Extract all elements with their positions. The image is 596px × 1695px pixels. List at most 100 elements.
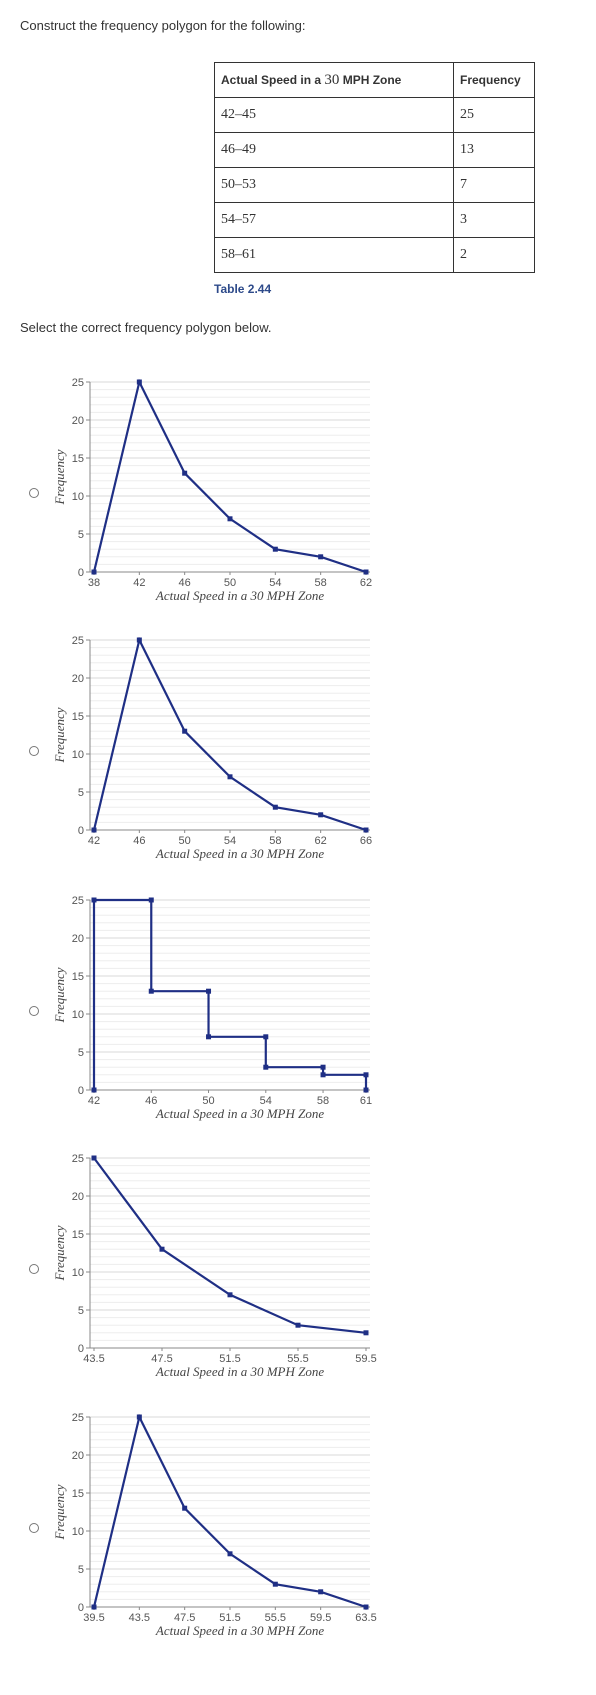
data-point [227, 1292, 233, 1298]
interval-cell: 54–57 [214, 202, 454, 238]
data-point [320, 1072, 326, 1078]
x-axis-label: Actual Speed in a 30 MPH Zone [155, 846, 324, 861]
x-tick-label: 62 [360, 577, 372, 589]
table-row: 46–49 13 [214, 132, 535, 168]
data-point [148, 988, 154, 994]
y-tick-label: 0 [78, 825, 84, 837]
x-tick-label: 46 [145, 1095, 157, 1107]
data-point [295, 1322, 301, 1328]
data-point [318, 1589, 324, 1595]
y-tick-label: 0 [78, 1602, 84, 1614]
header-number: 30 [324, 71, 340, 88]
x-tick-label: 51.5 [219, 1612, 240, 1624]
table-header-row: Actual Speed in a 30 MPH Zone Frequency [214, 62, 535, 98]
speed-column-header: Actual Speed in a 30 MPH Zone [214, 62, 454, 98]
x-tick-label: 55.5 [265, 1612, 286, 1624]
data-point [227, 774, 233, 780]
interval-cell: 58–61 [214, 237, 454, 273]
y-axis-label: Frequency [52, 707, 67, 763]
x-axis-label: Actual Speed in a 30 MPH Zone [155, 1106, 324, 1121]
x-tick-label: 58 [317, 1095, 329, 1107]
data-point [148, 897, 154, 903]
x-tick-label: 38 [88, 577, 100, 589]
x-tick-label: 51.5 [219, 1353, 240, 1365]
y-tick-label: 10 [72, 749, 84, 761]
y-tick-label: 25 [72, 1153, 84, 1165]
y-tick-label: 25 [72, 895, 84, 907]
option-radio-button[interactable] [29, 1523, 39, 1533]
y-axis-label: Frequency [52, 1484, 67, 1540]
x-tick-label: 42 [88, 1095, 100, 1107]
x-tick-label: 47.5 [151, 1353, 172, 1365]
frequency-polygon-chart: 0 5 10 15 20 25 42 46 50 54 58 61 Actual Speed in a … [52, 895, 372, 1121]
y-tick-label: 10 [72, 1267, 84, 1279]
interval-cell: 46–49 [214, 132, 454, 168]
data-point [91, 827, 97, 833]
y-tick-label: 10 [72, 491, 84, 503]
x-tick-label: 46 [133, 835, 145, 847]
y-tick-label: 0 [78, 1085, 84, 1097]
y-tick-label: 5 [78, 1564, 84, 1576]
y-tick-label: 20 [72, 1450, 84, 1462]
y-tick-label: 0 [78, 567, 84, 579]
data-point [91, 1604, 97, 1610]
y-axis-label: Frequency [52, 449, 67, 505]
x-tick-label: 39.5 [83, 1612, 104, 1624]
y-tick-label: 15 [72, 1229, 84, 1241]
data-point [227, 1551, 233, 1557]
y-tick-label: 10 [72, 1009, 84, 1021]
header-suffix: MPH Zone [339, 72, 402, 87]
data-point [318, 554, 324, 560]
data-point [136, 379, 142, 385]
x-tick-label: 59.5 [310, 1612, 331, 1624]
x-tick-label: 63.5 [355, 1612, 376, 1624]
x-tick-label: 46 [179, 577, 191, 589]
data-point [363, 1087, 369, 1093]
y-tick-label: 5 [78, 529, 84, 541]
y-tick-label: 15 [72, 971, 84, 983]
table-row: 42–45 25 [214, 97, 535, 133]
x-tick-label: 43.5 [129, 1612, 150, 1624]
interval-cell: 42–45 [214, 97, 454, 133]
frequency-cell: 25 [453, 97, 535, 133]
y-tick-label: 0 [78, 1343, 84, 1355]
y-tick-label: 15 [72, 1488, 84, 1500]
y-tick-label: 25 [72, 377, 84, 389]
data-point [318, 812, 324, 818]
table-row: 50–53 7 [214, 167, 535, 203]
option-radio-button[interactable] [29, 1264, 39, 1274]
series-line [93, 1157, 367, 1334]
series-line [92, 378, 367, 574]
frequency-cell: 13 [453, 132, 535, 168]
option-radio-button[interactable] [29, 1006, 39, 1016]
option-radio-button[interactable] [29, 488, 39, 498]
x-axis-label: Actual Speed in a 30 MPH Zone [155, 1623, 324, 1638]
y-tick-label: 5 [78, 787, 84, 799]
data-point [136, 637, 142, 643]
data-point [227, 516, 233, 522]
x-tick-label: 58 [269, 835, 281, 847]
x-tick-label: 50 [179, 835, 191, 847]
data-point [159, 1246, 165, 1252]
y-tick-label: 10 [72, 1526, 84, 1538]
data-point [182, 1505, 188, 1511]
frequency-cell: 2 [453, 237, 535, 273]
x-axis-label: Actual Speed in a 30 MPH Zone [155, 588, 324, 603]
option-radio-button[interactable] [29, 746, 39, 756]
data-point [272, 546, 278, 552]
y-tick-label: 25 [72, 1412, 84, 1424]
y-tick-label: 20 [72, 673, 84, 685]
x-tick-label: 50 [202, 1095, 214, 1107]
x-tick-label: 58 [315, 577, 327, 589]
y-tick-label: 20 [72, 1191, 84, 1203]
frequency-polygon-chart: 0 5 10 15 20 25 42 46 50 54 58 62 66 Actual Speed in … [52, 635, 372, 861]
y-tick-label: 15 [72, 711, 84, 723]
select-prompt: Select the correct frequency polygon bel… [20, 320, 272, 335]
y-tick-label: 5 [78, 1305, 84, 1317]
frequency-polygon-chart: 0 5 10 15 20 25 43.5 47.5 51.5 55.5 59.5 Actual Spe… [52, 1153, 377, 1379]
x-tick-label: 42 [133, 577, 145, 589]
x-tick-label: 43.5 [83, 1353, 104, 1365]
y-tick-label: 25 [72, 635, 84, 647]
data-point [363, 1604, 369, 1610]
data-point [272, 1581, 278, 1587]
